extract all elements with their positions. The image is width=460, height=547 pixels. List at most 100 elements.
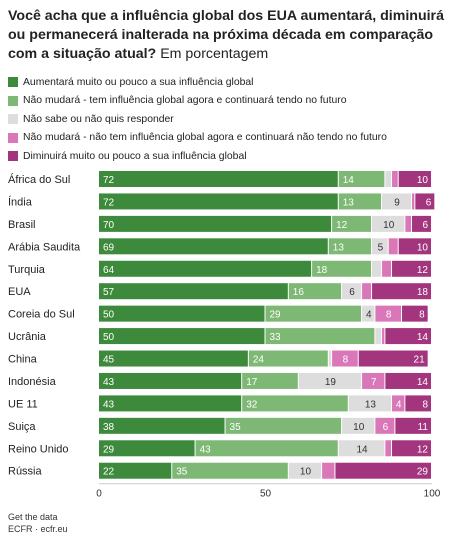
bar-segment-dont_know	[338, 440, 385, 457]
category-label: Rússia	[8, 466, 43, 478]
data-label: 72	[103, 197, 115, 208]
bar-segment-increase	[99, 350, 248, 367]
data-label: 18	[316, 265, 328, 276]
category-label: Coreia do Sul	[8, 309, 75, 321]
bar-segment-no_change_has	[242, 372, 298, 389]
bar-segment-no_change_none	[322, 462, 335, 479]
bar-segment-increase	[99, 238, 328, 255]
legend-label: Não sabe ou não quis responder	[23, 113, 174, 125]
bar-segment-no_change_has	[265, 305, 362, 322]
data-label: 35	[176, 467, 188, 478]
bar-segment-dont_know	[298, 372, 362, 389]
data-label: 64	[103, 265, 115, 276]
category-label: China	[8, 354, 38, 366]
data-label: 24	[253, 355, 265, 366]
bar-segment-no_change_none	[375, 417, 395, 434]
category-label: Brasil	[8, 219, 36, 231]
data-label: 12	[417, 265, 429, 276]
data-label: 33	[270, 332, 282, 343]
bar-segment-decrease	[412, 215, 431, 232]
bar-segment-dont_know	[372, 260, 382, 277]
bar-segment-increase	[99, 283, 288, 300]
category-label: Turquia	[8, 264, 46, 276]
bar-segment-decrease	[405, 395, 431, 412]
data-label: 8	[422, 399, 428, 410]
bar-segment-no_change_has	[312, 260, 372, 277]
data-label: 19	[325, 377, 337, 388]
bar-segment-decrease	[415, 193, 435, 210]
data-label: 35	[230, 422, 242, 433]
bar-segment-decrease	[385, 372, 431, 389]
bar-segment-increase	[99, 440, 195, 457]
bar-segment-no_change_has	[338, 193, 382, 210]
data-label: 43	[103, 399, 115, 410]
data-label: 72	[103, 175, 115, 186]
bar-segment-increase	[99, 462, 172, 479]
bar-segment-no_change_none	[382, 328, 385, 345]
bar-segment-no_change_has	[265, 328, 375, 345]
data-label: 13	[365, 399, 377, 410]
bar-segment-increase	[99, 260, 312, 277]
data-label: 43	[200, 444, 212, 455]
bar-segment-decrease	[398, 238, 431, 255]
x-tick-label: 100	[424, 489, 441, 500]
category-label: Suiça	[8, 421, 36, 433]
bar-segment-no_change_none	[382, 260, 392, 277]
data-label: 50	[103, 332, 115, 343]
bar-segment-increase	[99, 417, 225, 434]
data-label: 12	[417, 444, 429, 455]
get-data-link[interactable]: Get the data	[8, 512, 58, 522]
data-label: 9	[394, 197, 400, 208]
data-label: 14	[357, 444, 369, 455]
data-label: 11	[418, 422, 429, 433]
bar-segment-no_change_has	[288, 283, 342, 300]
bar-segment-increase	[99, 328, 265, 345]
data-label: 14	[343, 175, 355, 186]
data-label: 8	[419, 310, 425, 321]
data-label: 6	[349, 287, 355, 298]
data-label: 14	[417, 377, 429, 388]
data-label: 8	[386, 310, 392, 321]
data-label: 7	[371, 377, 377, 388]
legend-swatch	[8, 114, 18, 125]
bar-segment-no_change_has	[195, 440, 338, 457]
data-label: 57	[103, 287, 115, 298]
x-tick-label: 50	[260, 489, 272, 500]
bar-segment-no_change_none	[388, 238, 398, 255]
legend-label: Não mudará - não tem influência global a…	[23, 132, 387, 144]
category-label: Indonésia	[8, 376, 57, 388]
legend-swatch	[8, 95, 18, 106]
title-question: Você acha que a influência global dos EU…	[8, 8, 444, 62]
bar-segment-no_change_none	[412, 193, 415, 210]
category-label: Ucrânia	[8, 331, 47, 343]
bar-segment-no_change_none	[392, 395, 405, 412]
bar-segment-no_change_has	[248, 350, 328, 367]
bar-segment-decrease	[385, 328, 431, 345]
bar-segment-dont_know	[342, 417, 375, 434]
bar-segment-no_change_has	[242, 395, 348, 412]
legend-item-dont_know: Não sabe ou não quis responder	[8, 110, 448, 129]
x-tick-label: 0	[96, 489, 102, 500]
bar-segment-no_change_none	[362, 372, 385, 389]
data-label: 22	[103, 467, 115, 478]
bar-segment-increase	[99, 193, 338, 210]
data-label: 4	[366, 310, 372, 321]
data-label: 45	[103, 355, 115, 366]
bar-segment-dont_know	[288, 462, 322, 479]
data-label: 6	[422, 220, 428, 231]
bar-segment-decrease	[395, 417, 431, 434]
data-label: 69	[103, 242, 115, 253]
data-label: 10	[383, 220, 395, 231]
legend-item-decrease: Diminuirá muito ou pouco a sua influênci…	[8, 147, 448, 166]
bar-segment-dont_know	[342, 283, 362, 300]
category-label: Arábia Saudita	[8, 241, 81, 253]
bar-segment-no_change_has	[328, 238, 372, 255]
legend-label: Diminuirá muito ou pouco a sua influênci…	[23, 150, 247, 162]
data-label: 5	[378, 242, 384, 253]
bar-segment-dont_know	[372, 238, 388, 255]
footer: Get the data ECFR · ecfr.eu	[8, 511, 68, 535]
legend-item-no_change_none: Não mudará - não tem influência global a…	[8, 129, 448, 148]
legend-item-increase: Aumentará muito ou pouco a sua influênci…	[8, 73, 448, 92]
data-label: 10	[353, 422, 365, 433]
bar-segment-dont_know	[375, 328, 382, 345]
